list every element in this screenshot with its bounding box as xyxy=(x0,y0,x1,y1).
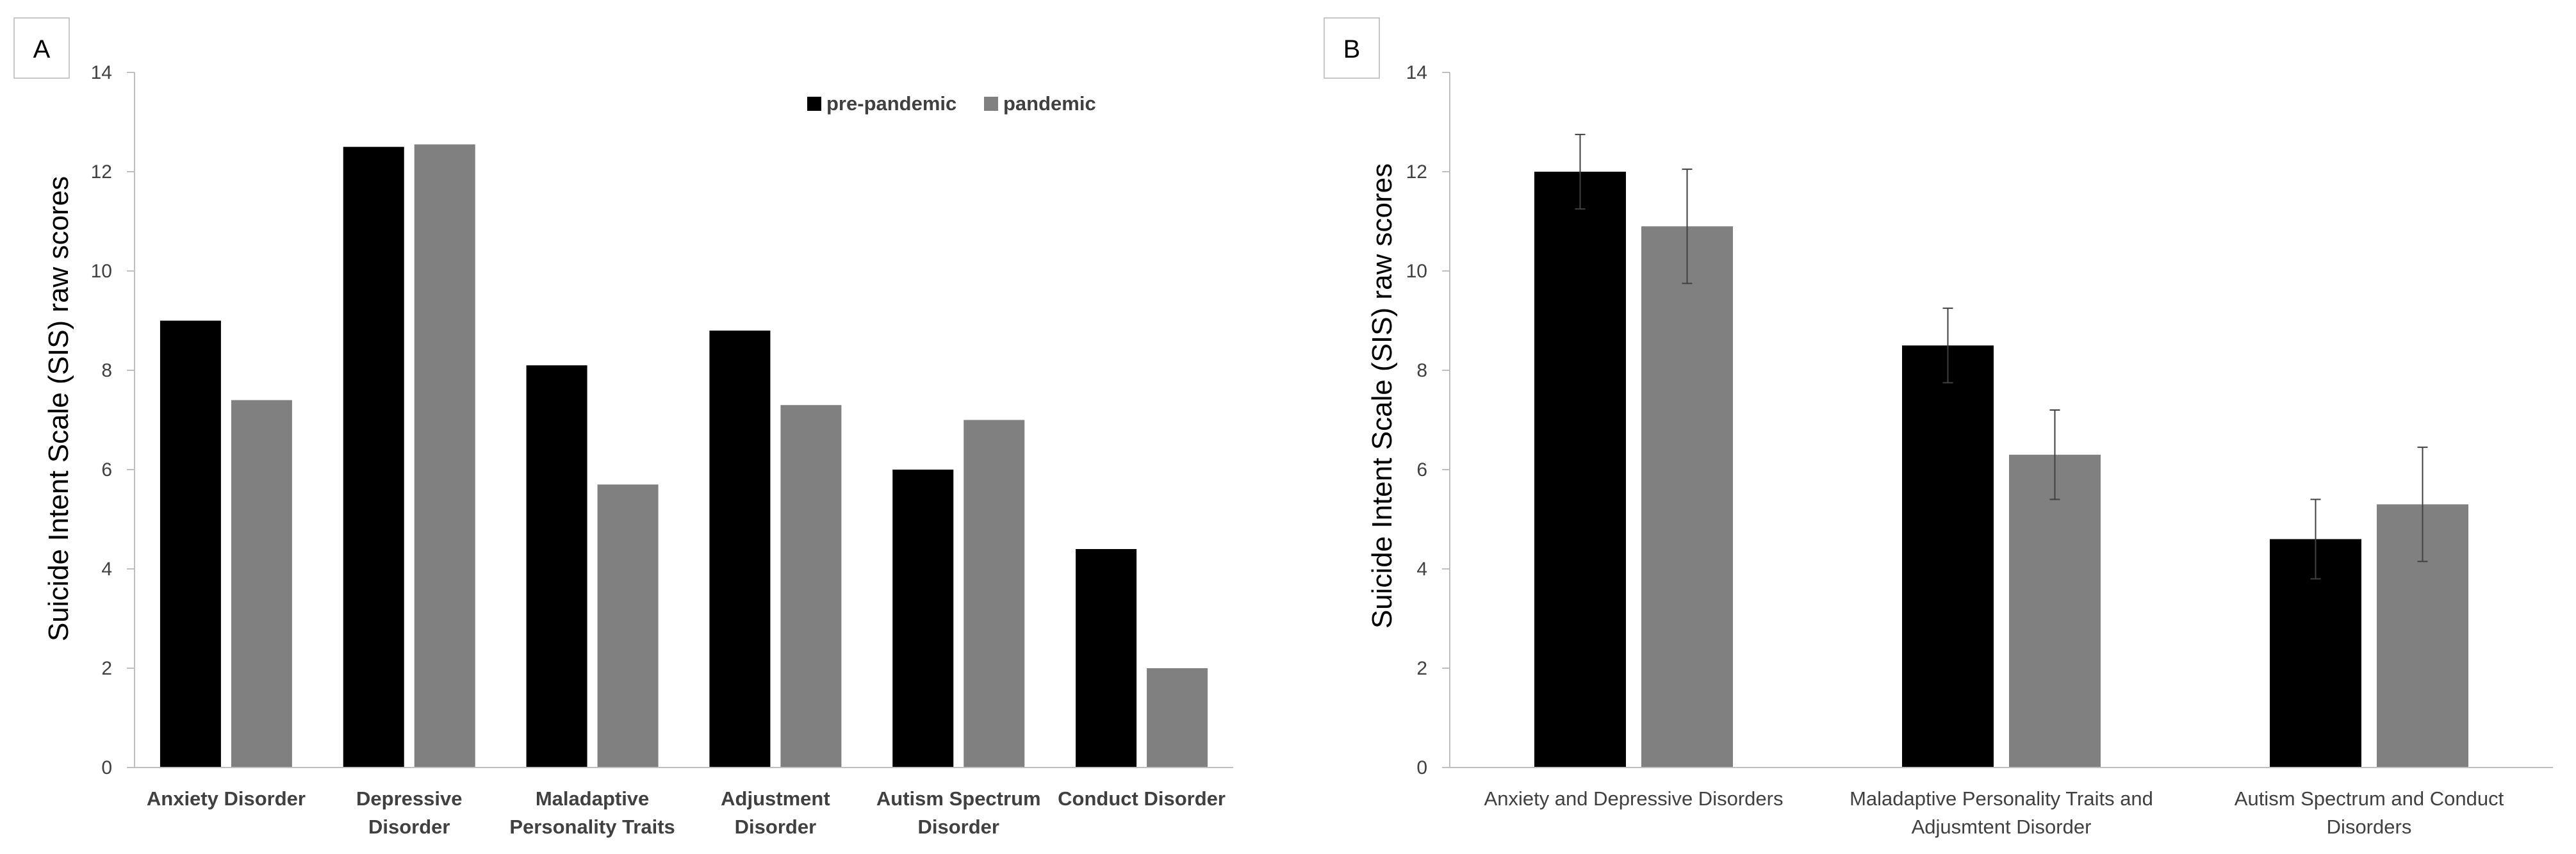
category-label-line: Adjustment xyxy=(721,787,830,810)
category-label-line: Adjusmtent Disorder xyxy=(1912,816,2092,838)
panel-b-bar-pre-pandemic-anxiety-and-depressive-disorders xyxy=(1534,172,1626,768)
panel-a-category-label-anxiety-disorder: Anxiety Disorder xyxy=(147,787,306,810)
category-label-line: Conduct Disorder xyxy=(1058,787,1226,810)
panel-a-y-tick-2: 2 xyxy=(101,658,112,679)
panel-a-y-tick-8: 8 xyxy=(101,360,112,381)
category-label-line: Anxiety and Depressive Disorders xyxy=(1484,787,1784,810)
panel-b-y-axis-label: Suicide Intent Scale (SIS) raw scores xyxy=(1366,163,1398,628)
panel-b-y-tick-14: 14 xyxy=(1406,62,1427,83)
panel-a-bar-pre-pandemic-adjustment-disorder xyxy=(709,331,771,768)
category-label-line: Maladaptive Personality Traits and xyxy=(1850,787,2153,810)
panel-a-bar-pandemic-conduct-disorder xyxy=(1147,668,1208,768)
panel-a-bar-pandemic-autism-spectrum-disorder xyxy=(964,420,1025,768)
panel-b-y-tick-4: 4 xyxy=(1416,559,1427,580)
category-label-line: Disorder xyxy=(918,816,999,838)
panel-a-category-label-adjustment-disorder: Adjustment Disorder xyxy=(721,787,830,838)
category-label-line: Autism Spectrum and Conduct xyxy=(2235,787,2504,810)
panel-a-label-box xyxy=(13,17,70,79)
panel-b-error-bar-pandemic-autism-spectrum-and-conduct-disorders xyxy=(2417,447,2428,562)
category-label-line: Autism Spectrum xyxy=(876,787,1041,810)
panel-a-category-label-maladaptive-personality-traits: Maladaptive Personality Traits xyxy=(509,787,675,838)
panel-b-y-ticks: 0 2 4 6 8 10 12 14 xyxy=(1406,62,1450,778)
category-label-line: Disorder xyxy=(735,816,816,838)
panel-b-category-label-maladaptive-personality-traits-and-adjusmtent-disorder: Maladaptive Personality Traits and Adjusm… xyxy=(1850,787,2153,838)
category-label-line: Maladaptive xyxy=(536,787,649,810)
panel-b-bar-pandemic-anxiety-and-depressive-disorders xyxy=(1641,226,1733,768)
panel-b-error-bar-pre-pandemic-autism-spectrum-and-conduct-disorders xyxy=(2310,498,2321,580)
panel-b-error-bar-pre-pandemic-maladaptive-personality-traits-and-adjusmtent-disorder xyxy=(1942,308,1953,384)
category-label-line: Personality Traits xyxy=(509,816,675,838)
panel-b-y-tick-6: 6 xyxy=(1416,459,1427,480)
panel-a-y-tick-14: 14 xyxy=(91,62,112,83)
panel-b-category-label-anxiety-and-depressive-disorders: Anxiety and Depressive Disorders xyxy=(1484,787,1784,810)
panel-a-bar-pandemic-depressive-disorder xyxy=(414,144,475,768)
panel-b-label: B xyxy=(1343,35,1361,63)
panel-a-category-label-depressive-disorder: Depressive Disorder xyxy=(356,787,462,838)
legend-swatch-pre-pandemic xyxy=(807,97,821,111)
legend-swatch-pandemic xyxy=(984,97,998,111)
panel-b-y-tick-2: 2 xyxy=(1416,658,1427,679)
panel-a-category-labels: Anxiety Disorder Depressive Disorder Malada… xyxy=(147,787,1226,838)
panel-a-bar-pre-pandemic-depressive-disorder xyxy=(343,147,404,768)
panel-b-label-box xyxy=(1324,17,1380,79)
panel-a-bar-pre-pandemic-conduct-disorder xyxy=(1076,549,1137,768)
panel-a-bar-pandemic-maladaptive-personality-traits xyxy=(597,484,659,768)
panel-b-error-bar-pandemic-anxiety-and-depressive-disorders xyxy=(1682,168,1693,284)
panel-b-error-bar-pandemic-maladaptive-personality-traits-and-adjusmtent-disorder xyxy=(2049,409,2060,500)
category-label-line: Disorders xyxy=(2327,816,2412,838)
panel-b-bar-pre-pandemic-maladaptive-personality-traits-and-adjusmtent-disorder xyxy=(1902,345,1994,768)
panel-b-y-tick-0: 0 xyxy=(1416,757,1427,778)
category-label-line: Anxiety Disorder xyxy=(147,787,306,810)
panel-a-y-tick-12: 12 xyxy=(91,161,112,183)
panel-b-category-label-autism-spectrum-and-conduct-disorders: Autism Spectrum and Conduct Disorders xyxy=(2235,787,2504,838)
panel-a-legend: pre-pandemic pandemic xyxy=(807,92,1096,115)
category-label-line: Disorder xyxy=(368,816,450,838)
panel-a-label: A xyxy=(33,35,51,63)
category-label-line: Depressive xyxy=(356,787,462,810)
panel-b-y-tick-8: 8 xyxy=(1416,360,1427,381)
panel-b-bars xyxy=(1534,133,2468,768)
panel-a-bars xyxy=(160,144,1208,768)
legend-label-pandemic: pandemic xyxy=(1003,92,1096,115)
panel-a: A Suicide Intent Scale (SIS) raw scores … xyxy=(13,17,1233,838)
panel-a-bar-pandemic-anxiety-disorder xyxy=(231,400,292,768)
panel-b-y-tick-12: 12 xyxy=(1406,161,1427,183)
panel-b-category-labels: Anxiety and Depressive Disorders Maladapt… xyxy=(1484,787,2504,838)
panel-a-bar-pandemic-adjustment-disorder xyxy=(780,405,842,768)
panel-b-error-bar-pre-pandemic-anxiety-and-depressive-disorders xyxy=(1575,133,1586,210)
panel-a-y-tick-10: 10 xyxy=(91,261,112,282)
panel-a-bar-pre-pandemic-maladaptive-personality-traits xyxy=(526,365,587,768)
panel-a-y-ticks: 0 2 4 6 8 10 12 14 xyxy=(91,62,135,778)
panel-b: B Suicide Intent Scale (SIS) raw scores … xyxy=(1324,17,2553,838)
panel-a-y-axis-label: Suicide Intent Scale (SIS) raw scores xyxy=(43,176,74,641)
panel-a-bar-pre-pandemic-anxiety-disorder xyxy=(160,320,221,768)
panel-a-y-tick-6: 6 xyxy=(101,459,112,480)
panel-a-y-tick-0: 0 xyxy=(101,757,112,778)
panel-a-category-label-conduct-disorder: Conduct Disorder xyxy=(1058,787,1226,810)
legend-label-pre-pandemic: pre-pandemic xyxy=(826,92,956,115)
panel-a-category-label-autism-spectrum-disorder: Autism Spectrum Disorder xyxy=(876,787,1041,838)
panel-b-bar-pandemic-maladaptive-personality-traits-and-adjusmtent-disorder xyxy=(2009,454,2101,768)
panel-b-y-tick-10: 10 xyxy=(1406,261,1427,282)
panel-a-bar-pre-pandemic-autism-spectrum-disorder xyxy=(892,470,954,768)
panel-a-y-tick-4: 4 xyxy=(101,559,112,580)
